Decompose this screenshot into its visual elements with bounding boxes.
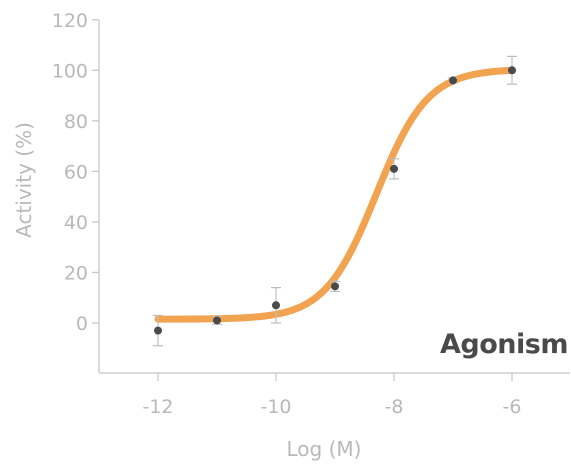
x-tick-label: -12	[142, 396, 173, 418]
data-point	[390, 164, 398, 173]
data-point	[331, 282, 339, 291]
y-tick-label: 120	[52, 10, 88, 32]
y-tick-label: 0	[76, 313, 88, 335]
y-tick-label: 100	[52, 60, 88, 82]
data-point	[272, 301, 280, 310]
data-point	[449, 76, 457, 85]
data-points	[154, 66, 516, 335]
y-tick-label: 20	[64, 262, 88, 284]
x-tick-label: -6	[503, 396, 522, 418]
error-bars	[153, 55, 517, 347]
y-tick-label: 80	[64, 111, 88, 133]
agonism-annotation: Agonism	[440, 329, 568, 360]
x-tick-label: -8	[385, 396, 404, 418]
x-axis-ticks: -12 -10 -8 -6	[142, 373, 521, 418]
axes	[98, 20, 570, 374]
data-point	[213, 316, 221, 325]
x-tick-label: -10	[260, 396, 291, 418]
y-tick-label: 60	[64, 161, 88, 183]
x-axis-title: Log (M)	[287, 437, 362, 461]
y-axis-ticks: 0 20 40 60 80 100 120	[52, 10, 99, 335]
y-tick-label: 40	[64, 212, 88, 234]
y-axis-title: Activity (%)	[12, 122, 36, 238]
data-point	[154, 326, 162, 335]
data-point	[508, 66, 516, 75]
